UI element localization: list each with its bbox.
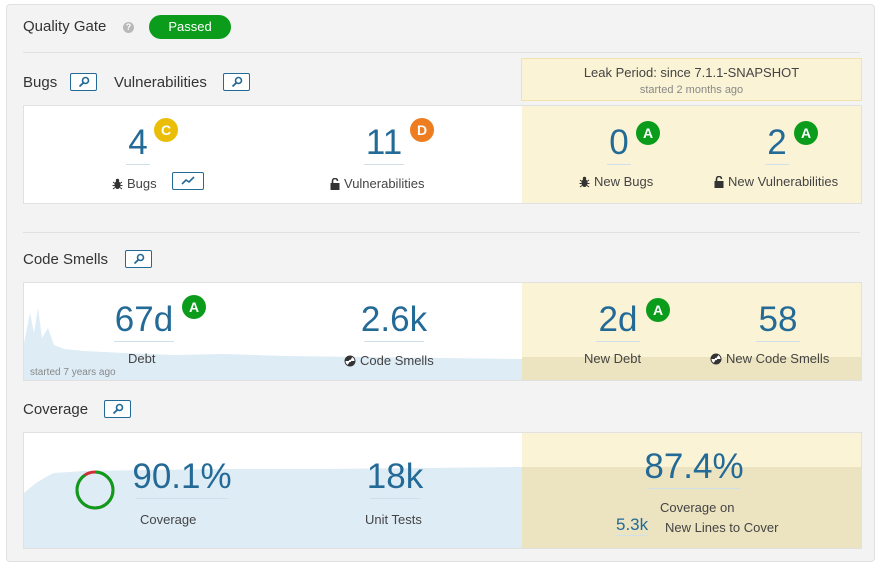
vulnerabilities-label: Vulnerabilities [330,176,424,191]
bug-icon [579,176,590,188]
lock-icon [714,176,724,188]
new-debt-label: New Debt [584,351,642,366]
leak-area [522,433,861,467]
vulnerabilities-value[interactable]: 11 [365,123,403,162]
bug-icon [112,178,123,190]
value-underline [126,164,150,165]
quality-gate-status-badge: Passed [149,15,231,39]
link-icon [133,253,144,265]
divider [23,52,860,53]
unit-tests-value[interactable]: 18k [366,457,424,496]
new-bugs-rating-badge[interactable]: A [636,121,660,145]
value-underline [364,341,424,342]
leak-period-title: Leak Period: since 7.1.1-SNAPSHOT [583,65,800,80]
bugs-value[interactable]: 4 [128,123,148,162]
leak-period-banner: Leak Period: since 7.1.1-SNAPSHOT starte… [521,58,862,101]
bugs-section-title: Bugs [23,74,58,91]
help-icon[interactable]: ? [123,22,134,33]
new-bugs-label-text: New Bugs [594,174,654,189]
new-vulnerabilities-rating-badge[interactable]: A [794,121,818,145]
radiation-icon [710,353,722,365]
bugs-drilldown-button[interactable] [70,73,97,91]
value-underline [136,498,228,499]
bugs-label-text: Bugs [127,176,157,191]
link-icon [112,403,123,415]
value-underline [596,341,640,342]
new-lines-to-cover-label: New Lines to Cover [665,520,779,535]
quality-gate-title: Quality Gate [23,18,107,35]
vulnerabilities-drilldown-button[interactable] [223,73,250,91]
value-underline [370,498,420,499]
debt-label: Debt [128,351,156,366]
vulnerabilities-label-text: Vulnerabilities [344,176,425,191]
code-smells-drilldown-button[interactable] [125,250,152,268]
radiation-icon [344,355,356,367]
vulnerabilities-section-title: Vulnerabilities [114,74,207,91]
history-start-note: started 7 years ago [30,367,116,378]
code-smells-section-title: Code Smells [23,251,109,268]
code-smells-value[interactable]: 2.6k [360,300,428,339]
coverage-label: Coverage [140,512,197,527]
link-icon [78,76,89,88]
new-code-smells-label-text: New Code Smells [726,351,830,366]
new-debt-value[interactable]: 2d [598,300,638,339]
leak-period-subtitle: started 2 months ago [639,84,744,96]
link-icon [231,76,242,88]
new-vulnerabilities-value[interactable]: 2 [767,123,787,162]
coverage-drilldown-button[interactable] [104,400,131,418]
trend-chart-icon [181,176,195,185]
new-vulnerabilities-label: New Vulnerabilities [714,174,838,189]
code-smells-label: Code Smells [344,353,434,368]
value-underline [756,341,800,342]
coverage-section-title: Coverage [23,401,89,418]
coverage-donut [75,470,115,510]
code-smells-label-text: Code Smells [360,353,434,368]
value-underline [114,341,174,342]
new-vulnerabilities-label-text: New Vulnerabilities [728,174,839,189]
debt-value[interactable]: 67d [114,300,174,339]
leak-area [522,106,861,203]
value-underline [765,164,789,165]
new-coverage-value[interactable]: 87.4% [644,447,744,486]
unit-tests-label: Unit Tests [365,512,422,527]
divider [23,232,860,233]
coverage-history-sparkline [24,467,861,548]
debt-history-sparkline [24,308,861,380]
bugs-history-button[interactable] [172,172,204,190]
new-bugs-label: New Bugs [579,174,653,189]
bugs-rating-badge[interactable]: C [154,118,178,142]
new-code-smells-label: New Code Smells [710,351,829,366]
coverage-card: 90.1% Coverage 18k Unit Tests 87.4% Cove… [23,432,862,549]
lock-icon [330,178,340,190]
new-lines-to-cover-value[interactable]: 5.3k [616,515,649,536]
leak-area [522,283,861,357]
coverage-value[interactable]: 90.1% [132,457,232,496]
debt-rating-badge[interactable]: A [182,295,206,319]
new-bugs-value[interactable]: 0 [609,123,629,162]
new-debt-rating-badge[interactable]: A [646,298,670,322]
bugs-card: 4 C Bugs 11 D Vulnerabilities 0 A New Bu… [23,105,862,204]
overview-panel: Quality Gate ? Passed Bugs Vulnerabiliti… [6,4,875,562]
value-underline [364,164,404,165]
new-code-smells-value[interactable]: 58 [758,300,798,339]
bugs-label: Bugs [112,176,157,191]
vulnerabilities-rating-badge[interactable]: D [410,118,434,142]
value-underline [648,488,740,489]
code-smells-card: 67d A Debt started 7 years ago 2.6k Code… [23,282,862,381]
value-underline [607,164,631,165]
new-coverage-label: Coverage on [660,500,735,515]
